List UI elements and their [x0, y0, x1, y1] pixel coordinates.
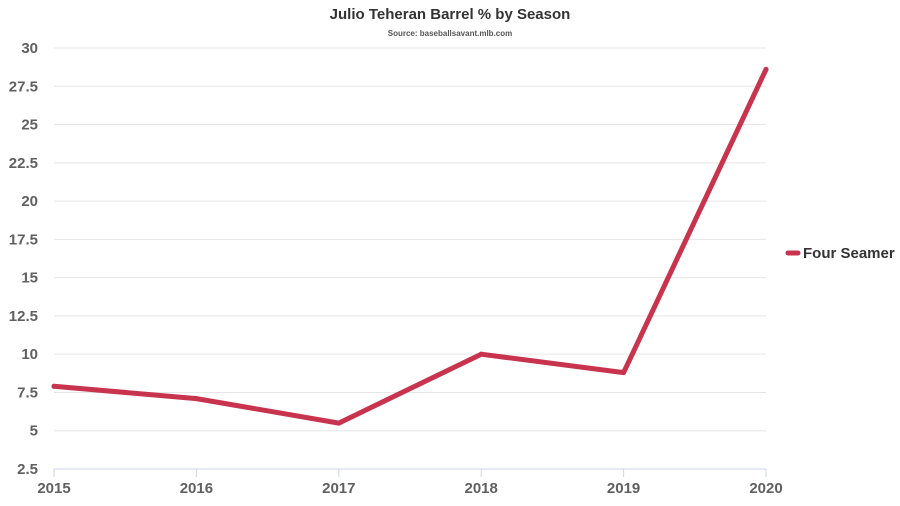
data-point[interactable] — [193, 396, 199, 402]
y-tick-label: 12.5 — [9, 308, 38, 325]
y-tick-label: 2.5 — [17, 461, 38, 478]
y-tick-label: 5 — [30, 423, 38, 440]
y-tick-label: 22.5 — [9, 155, 38, 172]
x-tick-label: 2020 — [749, 480, 782, 497]
data-point[interactable] — [478, 351, 484, 357]
x-tick-label: 2019 — [607, 480, 640, 497]
series-line[interactable] — [51, 66, 769, 426]
y-tick-label: 20 — [21, 193, 38, 210]
legend-label[interactable]: Four Seamer — [803, 245, 895, 262]
x-tick-label: 2017 — [322, 480, 355, 497]
y-tick-label: 10 — [21, 346, 38, 363]
chart-title: Julio Teheran Barrel % by Season — [329, 6, 571, 23]
series-layer — [51, 66, 769, 426]
data-point[interactable] — [763, 66, 769, 72]
data-point[interactable] — [51, 383, 57, 389]
x-axis: 2015 2016 2017 2018 2019 2020 — [37, 468, 783, 497]
y-tick-label: 15 — [21, 270, 38, 287]
y-tick-label: 30 — [21, 40, 38, 57]
grid-lines — [54, 47, 766, 470]
legend: Four Seamer — [785, 245, 895, 262]
x-tick-label: 2018 — [465, 480, 498, 497]
data-point[interactable] — [336, 420, 342, 426]
y-tick-label: 17.5 — [9, 231, 38, 248]
y-axis: 2.5 5 7.5 10 12.5 15 17.5 20 22.5 25 27.5 30 — [9, 40, 38, 478]
y-tick-label: 27.5 — [9, 78, 38, 95]
data-point[interactable] — [621, 370, 627, 376]
y-tick-label: 25 — [21, 117, 38, 134]
x-tick-label: 2016 — [180, 480, 213, 497]
chart-subtitle: Source: baseballsavant.mlb.com — [387, 29, 513, 38]
y-tick-label: 7.5 — [17, 384, 38, 401]
x-tick-label: 2015 — [37, 480, 70, 497]
